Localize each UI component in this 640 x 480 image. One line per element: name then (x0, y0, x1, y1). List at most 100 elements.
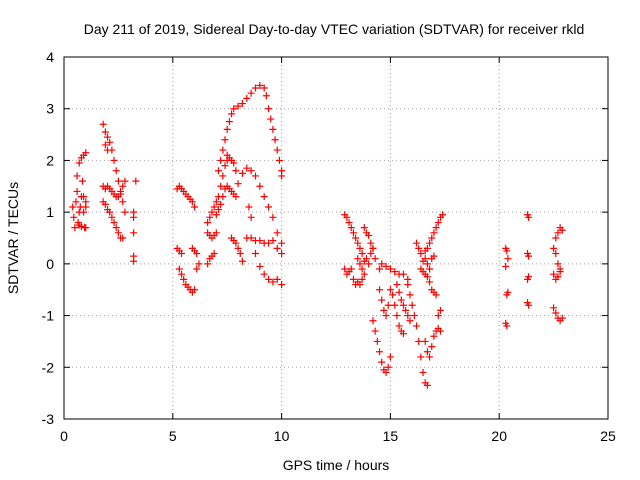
data-point (225, 118, 233, 126)
data-point (112, 167, 120, 175)
data-point (130, 208, 138, 216)
data-point (121, 208, 129, 216)
data-point (110, 218, 118, 226)
data-point (426, 265, 434, 273)
data-point (347, 224, 355, 232)
data-point (554, 229, 562, 237)
x-tick-label: 5 (169, 428, 177, 444)
data-point (558, 314, 566, 322)
data-point (399, 330, 407, 338)
data-point (265, 203, 273, 211)
data-point (219, 146, 227, 154)
data-point (234, 180, 242, 188)
data-point (525, 252, 533, 260)
data-point (267, 115, 275, 123)
data-point (101, 128, 109, 136)
data-point (360, 224, 368, 232)
data-point (221, 162, 229, 170)
data-point (352, 234, 360, 242)
data-point (217, 182, 225, 190)
data-point (389, 291, 397, 299)
data-point (256, 81, 264, 89)
data-point (356, 244, 364, 252)
data-point (554, 260, 562, 268)
data-point (552, 309, 560, 317)
data-point (349, 275, 357, 283)
data-point (550, 270, 558, 278)
data-point (247, 89, 255, 97)
data-point (265, 105, 273, 113)
x-tick-label: 25 (600, 428, 616, 444)
data-point (423, 348, 431, 356)
data-point (410, 312, 418, 320)
data-point (110, 156, 118, 164)
data-point (130, 229, 138, 237)
data-point (77, 223, 85, 231)
data-point (232, 239, 240, 247)
grid-lines (64, 57, 608, 419)
data-point (439, 211, 447, 219)
data-point (119, 182, 127, 190)
data-point (212, 211, 220, 219)
data-point (421, 337, 429, 345)
data-point (82, 149, 90, 157)
data-point (247, 213, 255, 221)
data-point (195, 260, 203, 268)
data-point (432, 291, 440, 299)
data-point (101, 141, 109, 149)
data-point (362, 255, 370, 263)
data-point (130, 257, 138, 265)
data-point (80, 193, 88, 201)
data-point (358, 250, 366, 258)
data-point (436, 327, 444, 335)
data-point (406, 291, 414, 299)
data-point (82, 203, 90, 211)
data-point (386, 353, 394, 361)
data-point (354, 239, 362, 247)
data-point (558, 226, 566, 234)
data-point (210, 203, 218, 211)
data-point (245, 203, 253, 211)
data-point (417, 250, 425, 258)
data-point (434, 312, 442, 320)
y-tick-label: 2 (46, 152, 54, 168)
data-point (550, 304, 558, 312)
data-point (395, 322, 403, 330)
axis-ticks (63, 56, 609, 420)
data-point (423, 273, 431, 281)
data-point (106, 138, 114, 146)
data-point (228, 110, 236, 118)
data-point (119, 234, 127, 242)
data-point (373, 337, 381, 345)
data-point (191, 203, 199, 211)
data-point (247, 167, 255, 175)
data-point (382, 312, 390, 320)
data-point (230, 105, 238, 113)
data-point (503, 322, 511, 330)
data-point (378, 260, 386, 268)
data-point (101, 200, 109, 208)
data-point (402, 306, 410, 314)
data-point (238, 100, 246, 108)
data-point (349, 229, 357, 237)
data-point (99, 120, 107, 128)
data-point (269, 278, 277, 286)
data-point (382, 262, 390, 270)
data-point (386, 286, 394, 294)
data-point (269, 125, 277, 133)
data-point (552, 234, 560, 242)
y-tick-label: 1 (46, 204, 54, 220)
data-point (525, 301, 533, 309)
data-point (434, 218, 442, 226)
data-point (256, 262, 264, 270)
data-point (106, 208, 114, 216)
data-point (380, 306, 388, 314)
data-point (243, 164, 251, 172)
x-tick-label: 20 (491, 428, 507, 444)
data-point (404, 281, 412, 289)
data-point (238, 169, 246, 177)
data-point (104, 146, 112, 154)
data-point (180, 275, 188, 283)
data-point (428, 234, 436, 242)
